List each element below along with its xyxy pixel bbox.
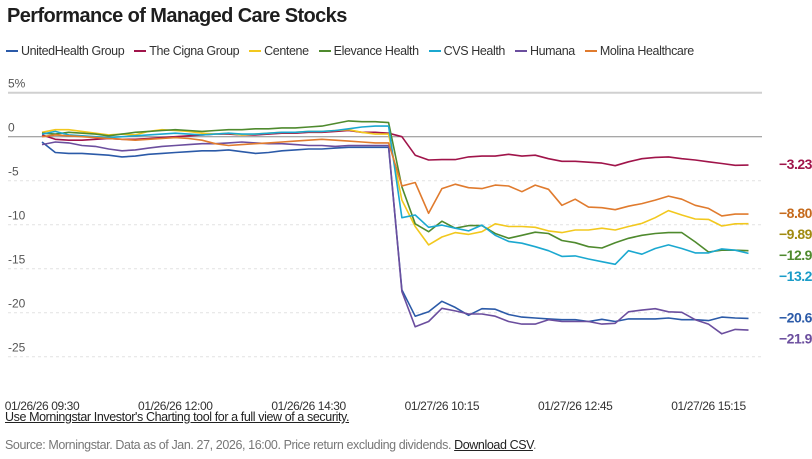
end-value-label: −9.89% [779, 226, 812, 242]
y-tick-label: -5 [8, 165, 19, 179]
end-value-label: −13.26% [779, 268, 812, 284]
x-tick-label: 01/26/26 09:30 [5, 399, 80, 413]
legend-swatch [6, 50, 18, 52]
legend-swatch [318, 50, 331, 52]
legend-swatch [584, 50, 597, 52]
series-line-cvs-health [41, 125, 749, 266]
x-tick-label: 01/26/26 14:30 [271, 399, 346, 413]
legend-label: Centene [264, 44, 309, 58]
end-value-label: −12.96% [779, 247, 812, 263]
series-line-elevance-health [41, 120, 749, 253]
legend-item-humana[interactable]: Humana [514, 44, 575, 58]
y-tick-label: 0 [8, 121, 15, 135]
legend-swatch [514, 50, 527, 52]
legend-label: Molina Healthcare [599, 44, 694, 58]
y-tick-label: -10 [8, 209, 26, 223]
legend-item-molina[interactable]: Molina Healthcare [584, 44, 694, 58]
download-csv-link[interactable]: Download CSV [454, 438, 533, 452]
x-tick-label: 01/26/26 12:00 [138, 399, 213, 413]
end-value-label: −20.65% [779, 309, 812, 325]
legend-label: Humana [529, 44, 575, 58]
y-tick-label: -15 [8, 253, 26, 267]
end-value-label: −3.23% [779, 156, 812, 172]
x-tick-label: 01/27/26 15:15 [671, 399, 746, 413]
series-line-centene [41, 128, 749, 246]
legend-label: The Cigna Group [149, 44, 240, 58]
y-tick-label: -25 [8, 341, 26, 355]
legend-item-cigna[interactable]: The Cigna Group [134, 44, 240, 58]
chart-title: Performance of Managed Care Stocks [7, 5, 347, 27]
end-value-label: −21.98% [779, 330, 812, 346]
source-note: Source: Morningstar. Data as of Jan. 27,… [5, 438, 536, 452]
y-tick-label: -20 [8, 297, 26, 311]
legend-item-centene[interactable]: Centene [249, 44, 309, 58]
legend-item-elevance[interactable]: Elevance Health [318, 44, 419, 58]
legend-swatch [134, 50, 147, 52]
charting-tool-link[interactable]: Use Morningstar Investor's Charting tool… [5, 410, 350, 424]
legend: UnitedHealth Group The Cigna Group Cente… [6, 44, 694, 58]
source-suffix: . [532, 438, 537, 452]
legend-item-cvs[interactable]: CVS Health [428, 44, 506, 58]
legend-label: UnitedHealth Group [21, 44, 125, 58]
legend-label: CVS Health [443, 44, 506, 58]
legend-item-unitedhealth[interactable]: UnitedHealth Group [6, 44, 125, 58]
legend-label: Elevance Health [333, 44, 419, 58]
legend-swatch [249, 50, 262, 52]
x-tick-label: 01/27/26 10:15 [405, 399, 480, 413]
series-line-molina-healthcare [41, 134, 749, 217]
legend-swatch [428, 50, 441, 52]
x-tick-label: 01/27/26 12:45 [538, 399, 613, 413]
end-value-label: −8.80% [779, 205, 812, 221]
series-line-the-cigna-group [41, 129, 749, 167]
series-line-humana [41, 141, 749, 335]
source-text: Source: Morningstar. Data as of Jan. 27,… [5, 438, 452, 452]
y-tick-label: 5% [8, 77, 26, 91]
